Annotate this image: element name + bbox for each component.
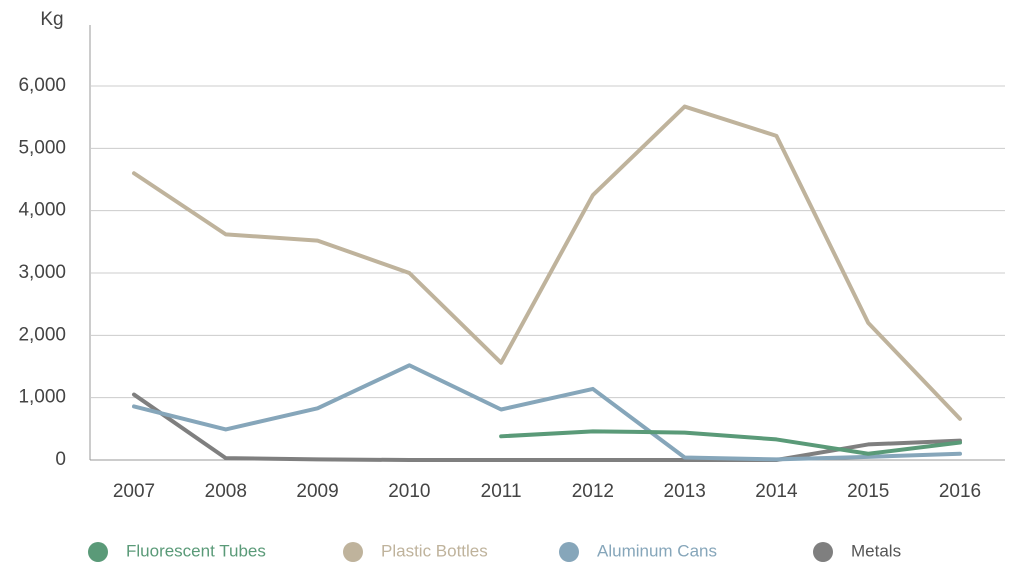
x-tick-label: 2008	[205, 481, 247, 502]
series-line	[132, 104, 962, 421]
x-tick-label: 2007	[113, 481, 155, 502]
x-tick-label: 2013	[664, 481, 706, 502]
x-tick-label: 2010	[388, 481, 430, 502]
legend-label: Plastic Bottles	[381, 541, 488, 560]
x-tick-label: 2016	[939, 481, 981, 502]
y-tick-label: 3,000	[18, 262, 66, 283]
y-tick-label: 4,000	[18, 200, 66, 221]
series-line	[132, 392, 962, 462]
legend-marker	[88, 542, 108, 562]
y-tick-label: 0	[55, 449, 66, 470]
legend-label: Metals	[851, 541, 901, 560]
series-line	[499, 429, 962, 456]
x-tick-label: 2015	[847, 481, 889, 502]
series-line	[132, 363, 962, 462]
x-tick-label: 2009	[296, 481, 338, 502]
y-tick-label: 2,000	[18, 324, 66, 345]
y-axis-label: Kg	[40, 9, 63, 30]
x-tick-label: 2014	[755, 481, 798, 502]
y-tick-label: 1,000	[18, 387, 66, 408]
legend-marker	[813, 542, 833, 562]
x-tick-label: 2012	[572, 481, 614, 502]
legend-marker	[559, 542, 579, 562]
x-tick-label: 2011	[481, 481, 522, 502]
legend-marker	[343, 542, 363, 562]
y-tick-label: 5,000	[18, 137, 66, 158]
legend-label: Aluminum Cans	[597, 541, 717, 560]
legend-label: Fluorescent Tubes	[126, 541, 266, 560]
y-tick-label: 6,000	[18, 75, 66, 96]
